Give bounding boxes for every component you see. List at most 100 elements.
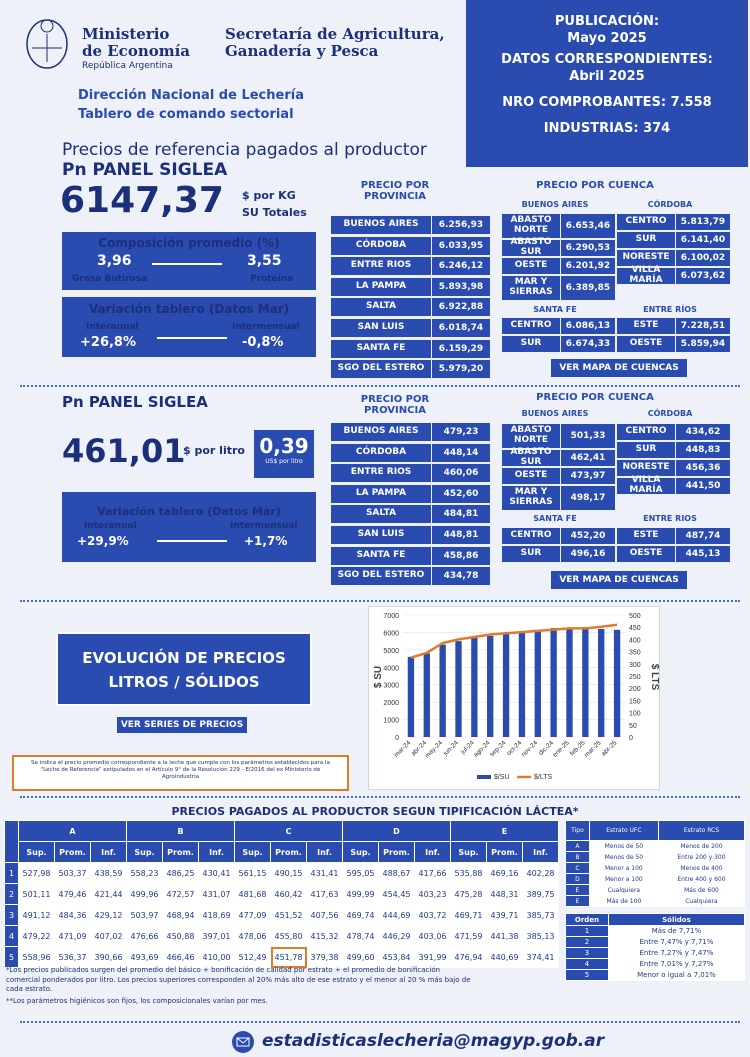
group-header: B [126, 820, 235, 842]
province-value: 6.159,29 [432, 339, 490, 358]
ministry-seal-icon [22, 14, 72, 72]
province-value: 6.922,88 [432, 298, 490, 317]
orden-cell: 2 [565, 936, 609, 948]
tipo-row: B Menos de 50 Entre 200 y 300 [565, 851, 746, 863]
table-cell: 440,69 [486, 946, 523, 968]
cba-title-solidos: CÓRDOBA [647, 200, 693, 209]
table-cell: 460,42 [270, 883, 307, 905]
bar [566, 628, 573, 737]
table-cell: 418,69 [198, 904, 235, 926]
table-cell: 385,13 [522, 925, 559, 947]
table-cell: 439,71 [486, 904, 523, 926]
bar [487, 635, 494, 737]
y-axis-label-left: $ SU [373, 666, 384, 688]
var-divider [157, 337, 227, 339]
y-tick-left: 2000 [383, 700, 399, 707]
cuenca-value: 501,33 [561, 424, 615, 448]
table-cell: 385,73 [522, 904, 559, 926]
province-name: SALTA [331, 505, 431, 524]
table-cell: 499,96 [126, 883, 163, 905]
ba-title-litros: BUENOS AIRES [521, 409, 589, 418]
sf-title-litros: SANTA FE [533, 514, 577, 523]
ver-mapa-button-litros[interactable]: VER MAPA DE CUENCAS [551, 571, 687, 589]
usd-value: 0,39 [259, 434, 309, 458]
sub-header: Inf. [414, 841, 451, 863]
cuenca-name: VILLA MARÍA [617, 265, 675, 285]
table-cell: 478,74 [342, 925, 379, 947]
table-cell: 466,46 [162, 946, 199, 968]
tipo-header: Tipo [565, 820, 590, 841]
sub-header: Sup. [126, 841, 163, 863]
solidos-unit2: SU Totales [242, 206, 307, 219]
tipo-cell: Menor a 100 [588, 862, 659, 874]
bar [613, 629, 621, 737]
y-tick-right: 350 [629, 650, 641, 657]
divider [20, 1021, 740, 1023]
province-value: 434,78 [432, 567, 490, 586]
cuenca-value: 462,41 [561, 450, 615, 466]
table-cell: 374,41 [522, 946, 559, 968]
cuenca-value: 6.674,33 [561, 336, 615, 352]
legend-label: $/LTS [534, 774, 552, 781]
table-cell: 558,23 [126, 862, 163, 884]
comprobantes: NRO COMPROBANTES: 7.558 [502, 95, 712, 110]
y-tick-left: 0 [395, 735, 399, 742]
tipo-cell: Cualquiera [657, 895, 746, 907]
orden-cell: Entre 7,27% y 7,47% [607, 947, 746, 959]
tipo-row: E Cualquiera Más de 600 [565, 884, 746, 896]
province-value: 5.979,20 [432, 360, 490, 379]
sub-header: Sup. [450, 841, 487, 863]
section-title: Precios de referencia pagados al product… [62, 140, 427, 160]
usd-label: US$ por litro [265, 458, 303, 465]
province-name: SAN LUIS [331, 319, 431, 337]
table-row: 2 501,11 479,46 421,44 499,96 472,57 431,07 481… [4, 883, 559, 905]
table-cell: 490,15 [270, 862, 307, 884]
table-row: 3 491,12 484,36 429,12 503,97 468,94 418,69 477… [4, 904, 559, 926]
cuenca-name: ABASTO SUR [502, 237, 560, 257]
cuenca-value: 6.073,62 [676, 268, 730, 284]
cuenca-name: CENTRO [617, 214, 675, 230]
province-value: 6.033,95 [432, 236, 490, 255]
cuenca-name: SUR [502, 546, 560, 562]
cuenca-value: 7.228,51 [676, 318, 730, 334]
table-cell: 472,57 [162, 883, 199, 905]
evolucion-box: EVOLUCIÓN DE PRECIOS LITROS / SÓLIDOS [56, 632, 312, 706]
table-cell: 444,69 [378, 904, 415, 926]
table-cell: 390,66 [90, 946, 127, 968]
orden-header: Sólidos [607, 913, 746, 926]
tipo-cell: Menos de 50 [588, 840, 659, 852]
orden-reference-table: Orden Sólidos 1 Más de 7,71% 2 Entre 7,47% y … [565, 913, 746, 981]
divider [20, 796, 740, 798]
orden-cell: Más de 7,71% [607, 925, 746, 937]
footnote-2: **Los parámetros higiénicos son fijos, l… [6, 997, 268, 1005]
cuenca-name: MAR Y SIERRAS [502, 486, 560, 510]
table-cell: 5 [4, 946, 19, 968]
ver-series-button[interactable]: VER SERIES DE PRECIOS [117, 717, 247, 733]
tipo-cell: A [565, 840, 590, 852]
bar [550, 628, 557, 737]
footer-email[interactable]: estadisticaslecheria@magyp.gob.ar [262, 1031, 605, 1051]
province-name: SANTA FE [331, 546, 431, 565]
cuenca-name: OESTE [502, 258, 560, 274]
table-cell: 595,05 [342, 862, 379, 884]
table-cell: 469,74 [342, 904, 379, 926]
cuenca-name: SUR [617, 442, 675, 458]
table-cell: 431,07 [198, 883, 235, 905]
cuenca-name: SUR [617, 232, 675, 248]
cuenca-value: 6.100,02 [676, 250, 730, 266]
table-cell: 417,66 [414, 862, 451, 884]
table-cell: 450,88 [162, 925, 199, 947]
province-name: BUENOS AIRES [331, 423, 431, 441]
bar [455, 641, 462, 737]
y-tick-left: 5000 [383, 648, 399, 655]
ver-mapa-button-solidos[interactable]: VER MAPA DE CUENCAS [551, 359, 687, 377]
cuenca-value: 441,50 [676, 478, 730, 494]
bar [598, 628, 605, 737]
orden-cell: 3 [565, 947, 609, 959]
cuenca-value: 6.290,53 [561, 240, 615, 256]
table-cell: 2 [4, 883, 19, 905]
table-cell: 451,52 [270, 904, 307, 926]
sub-header: Prom. [54, 841, 91, 863]
y-tick-left: 3000 [383, 683, 399, 690]
table-cell: 429,12 [90, 904, 127, 926]
